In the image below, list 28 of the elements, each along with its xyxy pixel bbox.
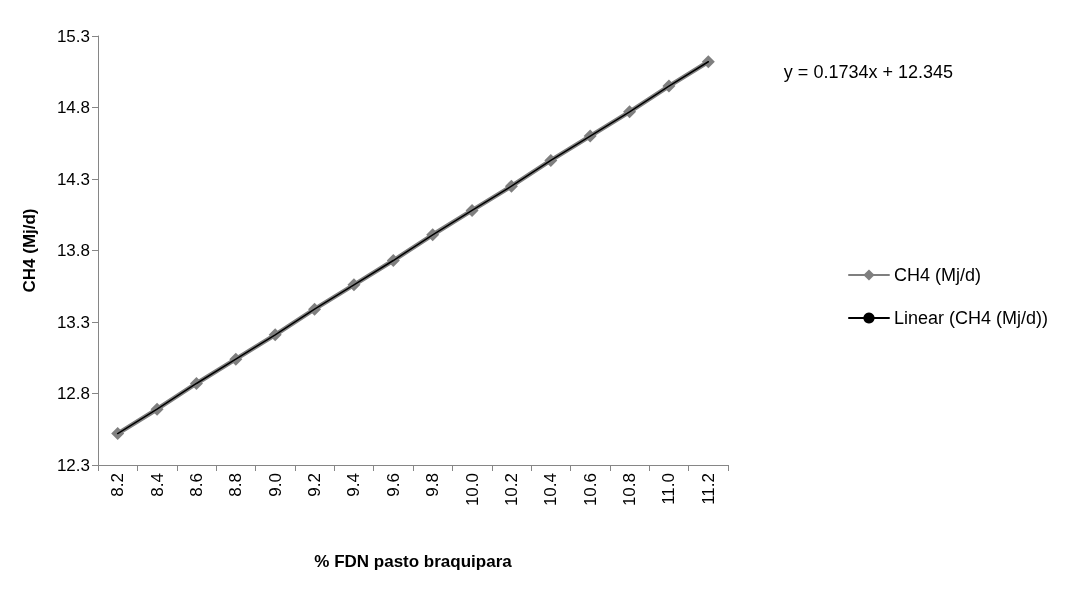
x-tick-label: 10.2 <box>501 473 521 507</box>
legend-label: CH4 (Mj/d) <box>893 265 981 285</box>
x-tick-label: 8.4 <box>147 473 167 497</box>
y-tick-label: 14.8 <box>56 98 90 117</box>
x-tick-label: 8.2 <box>108 473 128 497</box>
x-tick-label: 10.6 <box>580 473 600 507</box>
y-tick-label: 13.8 <box>56 241 90 260</box>
y-tick-label: 14.3 <box>56 169 90 189</box>
x-tick-label: 9.6 <box>383 473 403 497</box>
x-tick-label: 10.0 <box>462 473 482 507</box>
x-tick-label: 10.4 <box>541 473 561 507</box>
x-tick-label: 8.6 <box>186 473 206 497</box>
y-tick-label: 13.3 <box>56 312 90 332</box>
x-tick-label: 9.8 <box>423 473 443 497</box>
x-tick-label: 8.8 <box>226 473 246 497</box>
text: y = 0.1734x + 12.345 <box>783 62 953 82</box>
x-tick-label: 11.0 <box>659 473 679 505</box>
y-axis-title: CH4 (Mj/d) <box>20 208 39 293</box>
y-tick-label: 15.3 <box>56 26 90 46</box>
x-tick-label: 9.2 <box>305 473 325 497</box>
y-tick-label: 12.8 <box>56 384 90 403</box>
y-tick-label: 12.3 <box>56 455 90 475</box>
x-tick-label: 9.4 <box>344 473 364 497</box>
x-axis-title: % FDN pasto braquipara <box>314 552 513 571</box>
x-tick-label: 9.0 <box>265 473 285 497</box>
x-tick-label: 11.2 <box>698 473 718 505</box>
legend-label: Linear (CH4 (Mj/d)) <box>893 308 1048 328</box>
x-tick-label: 10.8 <box>620 473 640 507</box>
